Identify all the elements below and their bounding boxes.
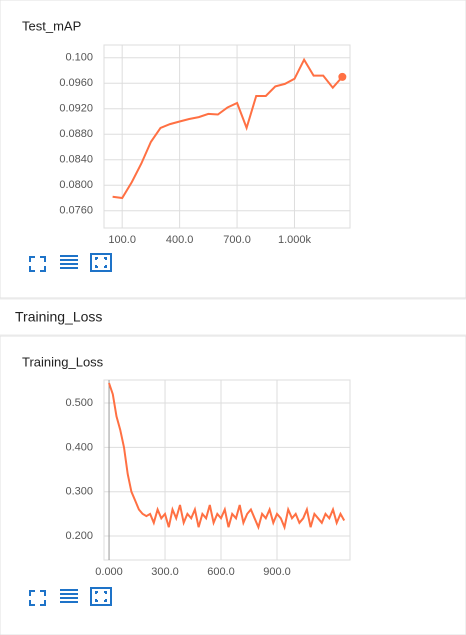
toolbar <box>29 253 112 272</box>
y-tick-label: 0.100 <box>65 52 93 64</box>
x-tick-label: 400.0 <box>166 234 194 246</box>
section-title: Training_Loss <box>15 309 102 325</box>
x-tick-label: 100.0 <box>108 234 136 246</box>
y-tick-label: 0.0920 <box>59 103 93 115</box>
toggle-log-button[interactable] <box>60 255 78 269</box>
y-tick-label: 0.0760 <box>59 205 93 217</box>
toggle-log-button[interactable] <box>60 589 78 603</box>
y-tick-label: 0.0840 <box>59 154 93 166</box>
plot-frame <box>103 44 351 229</box>
chart-title: Test_mAP <box>22 18 81 33</box>
card <box>0 0 466 299</box>
last-point <box>338 72 347 81</box>
fit-button[interactable] <box>90 253 112 272</box>
fit-button[interactable] <box>90 587 112 606</box>
x-tick-label: 700.0 <box>223 234 251 246</box>
fullscreen-button[interactable] <box>29 590 46 606</box>
y-tick-label: 0.400 <box>65 441 93 453</box>
x-tick-label: 600.0 <box>207 566 235 578</box>
toolbar <box>29 587 112 606</box>
y-tick-label: 0.500 <box>65 397 93 409</box>
x-tick-label: 300.0 <box>151 566 179 578</box>
x-tick-label: 900.0 <box>263 566 291 578</box>
y-tick-label: 0.0960 <box>59 77 93 89</box>
y-tick-label: 0.200 <box>65 530 93 542</box>
x-tick-label: 1.000k <box>278 234 312 246</box>
series-line <box>112 57 344 200</box>
series-line <box>108 382 346 531</box>
plot-frame <box>103 379 351 561</box>
y-tick-label: 0.0800 <box>59 179 93 191</box>
card <box>0 335 466 635</box>
fullscreen-button[interactable] <box>29 256 46 272</box>
y-tick-label: 0.300 <box>65 486 93 498</box>
section-header[interactable] <box>0 300 466 334</box>
chart-title: Training_Loss <box>22 354 104 369</box>
x-tick-label: 0.000 <box>95 566 123 578</box>
y-tick-label: 0.0880 <box>59 128 93 140</box>
